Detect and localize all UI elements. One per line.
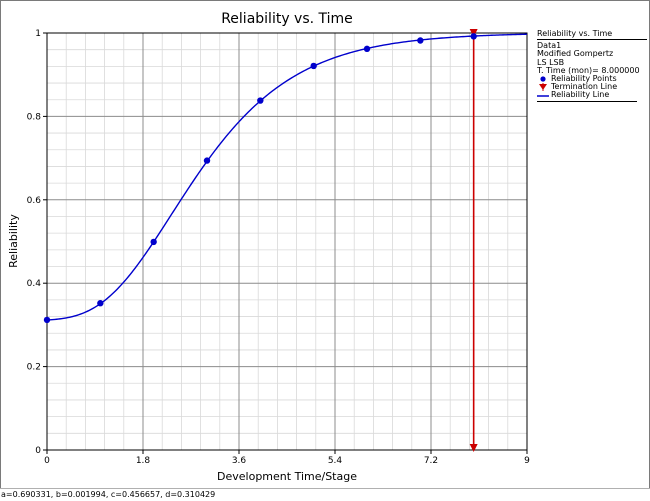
legend-entry-points-label: Reliability Points — [551, 74, 617, 84]
x-tick-label: 3.6 — [232, 456, 247, 466]
y-tick-label: 0.2 — [27, 363, 41, 373]
y-axis-ticks: 0 0.2 0.4 0.6 0.8 1 — [27, 29, 47, 456]
point-marker-icon — [537, 75, 549, 83]
y-tick-label: 0 — [35, 446, 41, 456]
y-tick-label: 1 — [35, 29, 41, 39]
legend-entry-termination: Termination Line — [537, 82, 647, 92]
chart-title: Reliability vs. Time — [221, 11, 353, 27]
reliability-point — [310, 62, 317, 70]
x-tick-label: 1.8 — [136, 456, 151, 466]
series-layer — [43, 29, 528, 452]
reliability-line — [46, 33, 528, 321]
minor-gridlines — [47, 33, 527, 450]
reliability-point — [417, 37, 424, 44]
y-axis-label: Reliability — [7, 214, 20, 268]
legend-entry-points: Reliability Points — [537, 74, 647, 84]
reliability-point — [97, 300, 104, 307]
legend: Reliability vs. Time Data1 Modified Gomp… — [537, 29, 647, 102]
reliability-point — [203, 157, 211, 164]
reliability-point — [470, 33, 477, 40]
legend-title: Reliability vs. Time — [537, 29, 647, 41]
status-bar: a=0.690331, b=0.001994, c=0.456657, d=0.… — [0, 488, 650, 501]
legend-model-name: Modified Gompertz — [537, 49, 614, 59]
x-tick-label: 7.2 — [424, 456, 438, 466]
reliability-point — [363, 45, 371, 53]
y-tick-label: 0.6 — [27, 196, 42, 206]
termination-marker-icon — [537, 83, 549, 92]
x-tick-label: 9 — [524, 456, 530, 466]
legend-divider — [537, 100, 637, 102]
termination-marker-top — [469, 29, 478, 37]
legend-termination-time: T. Time (mon)= 8.000000 — [537, 65, 640, 75]
reliability-point — [257, 97, 264, 104]
x-tick-label: 0 — [44, 456, 50, 466]
legend-entry-line: Reliability Line — [537, 91, 647, 99]
termination-marker-bottom — [469, 444, 478, 452]
reliability-point — [150, 238, 157, 246]
y-tick-label: 0.4 — [27, 279, 42, 289]
x-axis-ticks: 0 1.8 3.6 5.4 7.2 9 — [44, 450, 530, 466]
x-axis-label: Development Time/Stage — [217, 470, 357, 483]
reliability-point — [43, 316, 51, 324]
x-tick-label: 5.4 — [328, 456, 343, 466]
plot-area-border — [46, 32, 528, 451]
legend-entry-line-label: Reliability Line — [551, 90, 610, 100]
major-gridlines — [47, 33, 527, 450]
line-marker-icon — [537, 92, 549, 100]
y-tick-label: 0.8 — [27, 112, 42, 122]
legend-entry-termination-label: Termination Line — [551, 82, 618, 92]
legend-method: LS LSB — [537, 57, 565, 67]
legend-dataset-name: Data1 — [537, 41, 562, 51]
